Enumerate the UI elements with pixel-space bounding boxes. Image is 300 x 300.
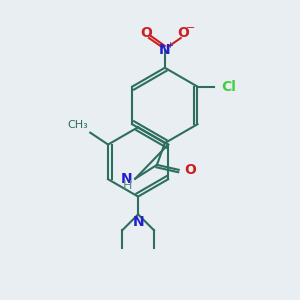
Text: O: O [140,26,152,40]
Text: Cl: Cl [221,80,236,94]
Text: −: − [186,23,195,33]
Text: +: + [167,41,173,50]
Text: N: N [132,215,144,230]
Text: O: O [178,26,190,40]
Text: N: N [121,172,132,186]
Text: CH₃: CH₃ [68,120,88,130]
Text: O: O [185,163,197,177]
Text: H: H [123,179,132,192]
Text: N: N [159,43,171,57]
